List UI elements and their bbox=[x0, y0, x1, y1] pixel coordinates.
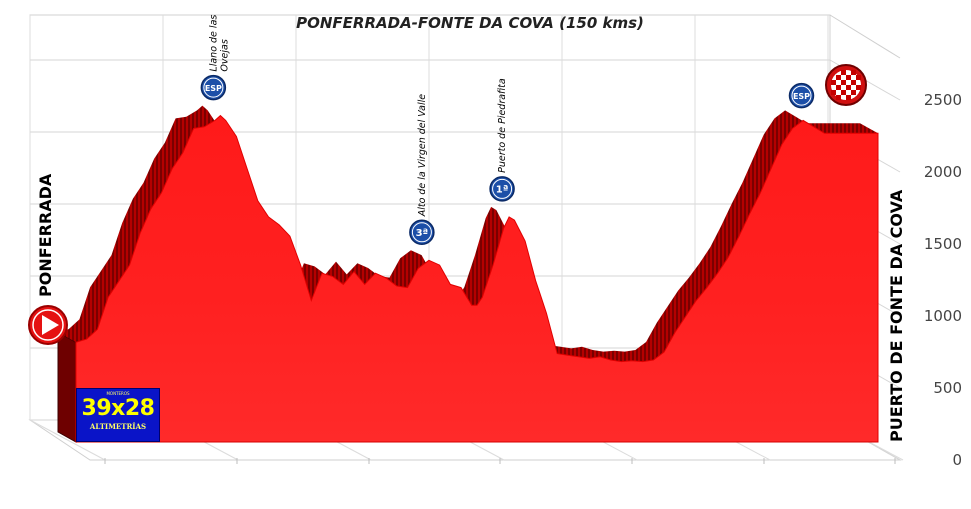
checker-square bbox=[856, 75, 861, 80]
checker-square bbox=[846, 95, 851, 100]
y-tick-label: 2500 bbox=[924, 91, 962, 109]
climb-badge-ring bbox=[203, 77, 224, 98]
climb-badge-ring bbox=[791, 85, 812, 106]
climb-badge-text: ESP bbox=[205, 84, 222, 93]
checker-square bbox=[846, 85, 851, 90]
profile-left-side bbox=[57, 331, 77, 443]
climb-badge-circle bbox=[409, 219, 435, 246]
climb-badge-icon: 3ª bbox=[409, 219, 435, 246]
chart-title: PONFERRADA-FONTE DA COVA (150 kms) bbox=[296, 14, 644, 32]
climb-badge-text: 3ª bbox=[416, 228, 429, 239]
checker-square bbox=[851, 90, 856, 95]
climb-badge-text: 1ª bbox=[496, 184, 509, 195]
climb-badge-icon: 1ª bbox=[489, 176, 515, 202]
checker-square bbox=[831, 90, 836, 95]
y-tick-label: 1000 bbox=[924, 307, 962, 325]
climb-markers: ESP Llano de las Ovejas 3ª Alto de la Virgen… bbox=[200, 15, 815, 246]
climb-label: Ovejas bbox=[219, 39, 230, 71]
checker-square bbox=[851, 70, 856, 75]
logo-main-text: 39x28 bbox=[81, 396, 155, 421]
checker-square bbox=[846, 75, 851, 80]
play-icon bbox=[42, 315, 59, 335]
x-axis-ticks bbox=[104, 458, 896, 464]
climb-badge-icon: ESP bbox=[788, 82, 815, 109]
climb-badge-text: ESP bbox=[793, 92, 810, 101]
elevation-area bbox=[57, 105, 879, 443]
gridline-floor bbox=[29, 419, 106, 461]
climb-badge-ring bbox=[411, 222, 432, 243]
climb-badge-circle bbox=[200, 74, 227, 101]
climb-badge-circle bbox=[489, 176, 515, 202]
climb-label: Puerto de Piedrafita bbox=[497, 78, 508, 173]
y-tick-label: 500 bbox=[933, 379, 962, 397]
checker-square bbox=[836, 85, 841, 90]
profile-front bbox=[75, 114, 879, 443]
finish-label: PUERTO DE FONTE DA COVA bbox=[887, 189, 906, 442]
brand-logo: MONTEROS 39x28 ALTIMETRÍAS bbox=[76, 388, 160, 442]
side-edge bbox=[829, 14, 901, 59]
climb-badge-icon: ESP bbox=[200, 74, 227, 101]
checker-square bbox=[836, 75, 841, 80]
y-tick-label: 1500 bbox=[924, 235, 962, 253]
climb-label: Alto de la Virgen del Valle bbox=[417, 94, 428, 218]
checker-square bbox=[851, 80, 856, 85]
finish-flag-icon bbox=[825, 64, 867, 106]
y-axis-ticks: 0 500 1000 1500 2000 2500 bbox=[924, 91, 962, 469]
checker-square bbox=[836, 95, 841, 100]
start-marker bbox=[28, 305, 68, 345]
start-label: PONFERRADA bbox=[36, 173, 55, 297]
y-tick-label: 0 bbox=[952, 451, 962, 469]
checker-square bbox=[831, 80, 836, 85]
checker-square bbox=[841, 80, 846, 85]
checker-square bbox=[841, 90, 846, 95]
climb-badge-circle bbox=[788, 82, 815, 109]
logo-sub-text: ALTIMETRÍAS bbox=[89, 422, 147, 431]
logo-top-text: MONTEROS bbox=[106, 391, 130, 396]
climb-label: Llano de las bbox=[208, 15, 219, 72]
y-tick-label: 2000 bbox=[924, 163, 962, 181]
checker-square bbox=[856, 85, 861, 90]
checker-square bbox=[841, 70, 846, 75]
climb-badge-ring bbox=[492, 178, 513, 199]
